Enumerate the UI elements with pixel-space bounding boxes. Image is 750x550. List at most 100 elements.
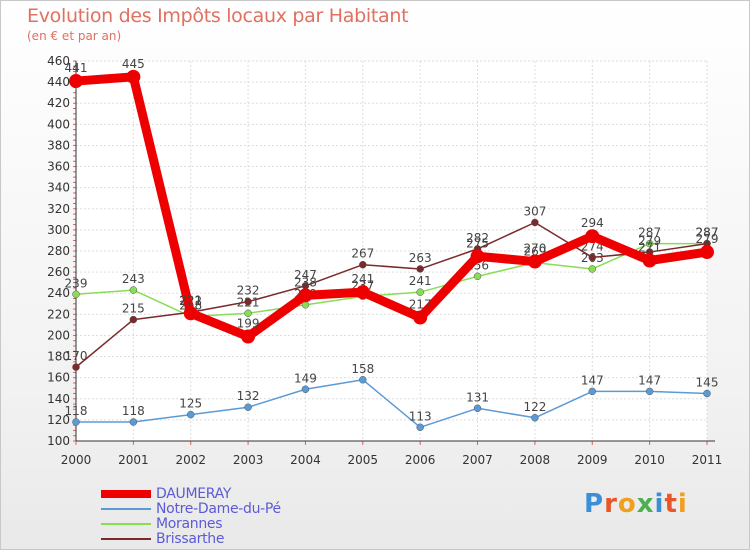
data-label: 263 xyxy=(409,251,432,265)
y-tick-label: 280 xyxy=(47,244,70,258)
data-point xyxy=(585,229,600,244)
y-tick-label: 380 xyxy=(47,138,70,152)
data-label: 149 xyxy=(294,371,317,385)
data-point xyxy=(473,272,482,281)
data-point xyxy=(129,418,138,426)
data-point xyxy=(645,239,654,248)
line-chart: 100 120 140 160 180 200 220 240 260 280 300 320 340 3… xyxy=(47,54,722,467)
y-tick-label: 260 xyxy=(47,265,70,279)
data-label: 217 xyxy=(409,298,432,312)
y-tick-label: 320 xyxy=(47,202,70,216)
data-label: 113 xyxy=(409,409,432,423)
data-point xyxy=(72,290,80,299)
y-tick-label: 140 xyxy=(47,392,70,406)
data-label: 275 xyxy=(466,236,489,250)
y-tick-label: 420 xyxy=(47,96,70,110)
data-point xyxy=(588,265,597,273)
y-tick-label: 220 xyxy=(47,307,70,321)
data-label: 125 xyxy=(179,397,202,411)
data-label: 271 xyxy=(638,241,661,255)
x-tick-label: 2010 xyxy=(634,453,665,467)
y-tick-label: 240 xyxy=(47,286,70,300)
legend-label: Brissarthe xyxy=(156,531,225,547)
y-tick-label: 360 xyxy=(47,160,70,174)
y-tick-label: 120 xyxy=(47,413,70,427)
data-label: 238 xyxy=(294,275,317,289)
series-line-morannes xyxy=(75,242,707,318)
data-label: 243 xyxy=(122,272,145,286)
data-label: 445 xyxy=(122,57,145,71)
data-point xyxy=(69,74,83,89)
y-tick-label: 340 xyxy=(47,181,70,195)
data-label: 170 xyxy=(65,349,88,363)
data-point xyxy=(645,387,654,396)
data-point xyxy=(527,254,542,269)
x-tick-label: 2001 xyxy=(118,453,149,467)
legend-swatch xyxy=(101,538,151,540)
data-point xyxy=(355,285,370,300)
data-point xyxy=(588,387,597,396)
data-label: 118 xyxy=(65,404,88,418)
y-tick-label: 200 xyxy=(47,328,70,342)
data-point xyxy=(241,329,256,344)
series-line-notre-dame-du-p- xyxy=(76,379,708,429)
data-label: 247 xyxy=(294,268,317,282)
legend-label: Morannes xyxy=(156,516,223,532)
data-label: 122 xyxy=(523,400,546,414)
legend-swatch xyxy=(101,490,151,498)
data-label: 215 xyxy=(122,302,145,316)
x-tick-label: 2002 xyxy=(175,453,206,467)
y-tick-label: 100 xyxy=(47,434,70,448)
series-line-brissarthe xyxy=(75,221,708,368)
data-point xyxy=(359,260,367,269)
data-label: 279 xyxy=(696,232,719,246)
series-line-daumeray xyxy=(75,72,708,341)
data-point xyxy=(703,389,711,398)
data-point xyxy=(129,315,138,324)
data-label: 145 xyxy=(696,376,719,390)
data-label: 267 xyxy=(351,247,374,261)
data-label: 158 xyxy=(351,362,374,376)
page-title: Evolution des Impôts locaux par Habitant xyxy=(27,5,409,27)
data-point xyxy=(473,404,482,413)
x-tick-label: 2008 xyxy=(520,453,551,467)
data-point xyxy=(126,69,141,84)
data-point xyxy=(129,286,138,294)
data-point xyxy=(413,310,428,325)
data-label: 270 xyxy=(523,242,546,256)
y-tick-label: 180 xyxy=(47,350,70,364)
data-point xyxy=(72,418,80,426)
data-point xyxy=(531,414,539,422)
data-label: 131 xyxy=(466,390,489,404)
data-label: 294 xyxy=(581,216,604,230)
legend-label: Notre-Dame-du-Pé xyxy=(156,501,281,517)
legend-label: DAUMERAY xyxy=(156,486,232,502)
data-label: 118 xyxy=(122,404,145,418)
x-tick-label: 2003 xyxy=(233,453,264,467)
data-label: 239 xyxy=(65,276,88,290)
data-point xyxy=(244,309,252,318)
data-point xyxy=(588,253,597,262)
data-point xyxy=(244,297,252,306)
data-label: 307 xyxy=(523,205,546,219)
y-tick-label: 400 xyxy=(47,117,70,131)
data-point xyxy=(244,403,252,411)
data-point xyxy=(416,265,424,273)
y-tick-label: 160 xyxy=(47,371,70,385)
data-label: 282 xyxy=(466,231,489,245)
data-label: 147 xyxy=(638,373,661,387)
data-point xyxy=(301,385,310,394)
data-point xyxy=(186,410,195,419)
x-tick-label: 2009 xyxy=(577,453,608,467)
data-point xyxy=(298,288,313,303)
data-point xyxy=(642,253,657,268)
x-tick-label: 2005 xyxy=(348,453,379,467)
data-label: 199 xyxy=(237,317,260,331)
data-label: 241 xyxy=(351,272,374,286)
data-point xyxy=(470,249,485,264)
x-tick-label: 2000 xyxy=(61,453,92,467)
x-tick-label: 2006 xyxy=(405,453,436,467)
data-label: 241 xyxy=(409,274,432,288)
data-label: 232 xyxy=(237,284,260,298)
